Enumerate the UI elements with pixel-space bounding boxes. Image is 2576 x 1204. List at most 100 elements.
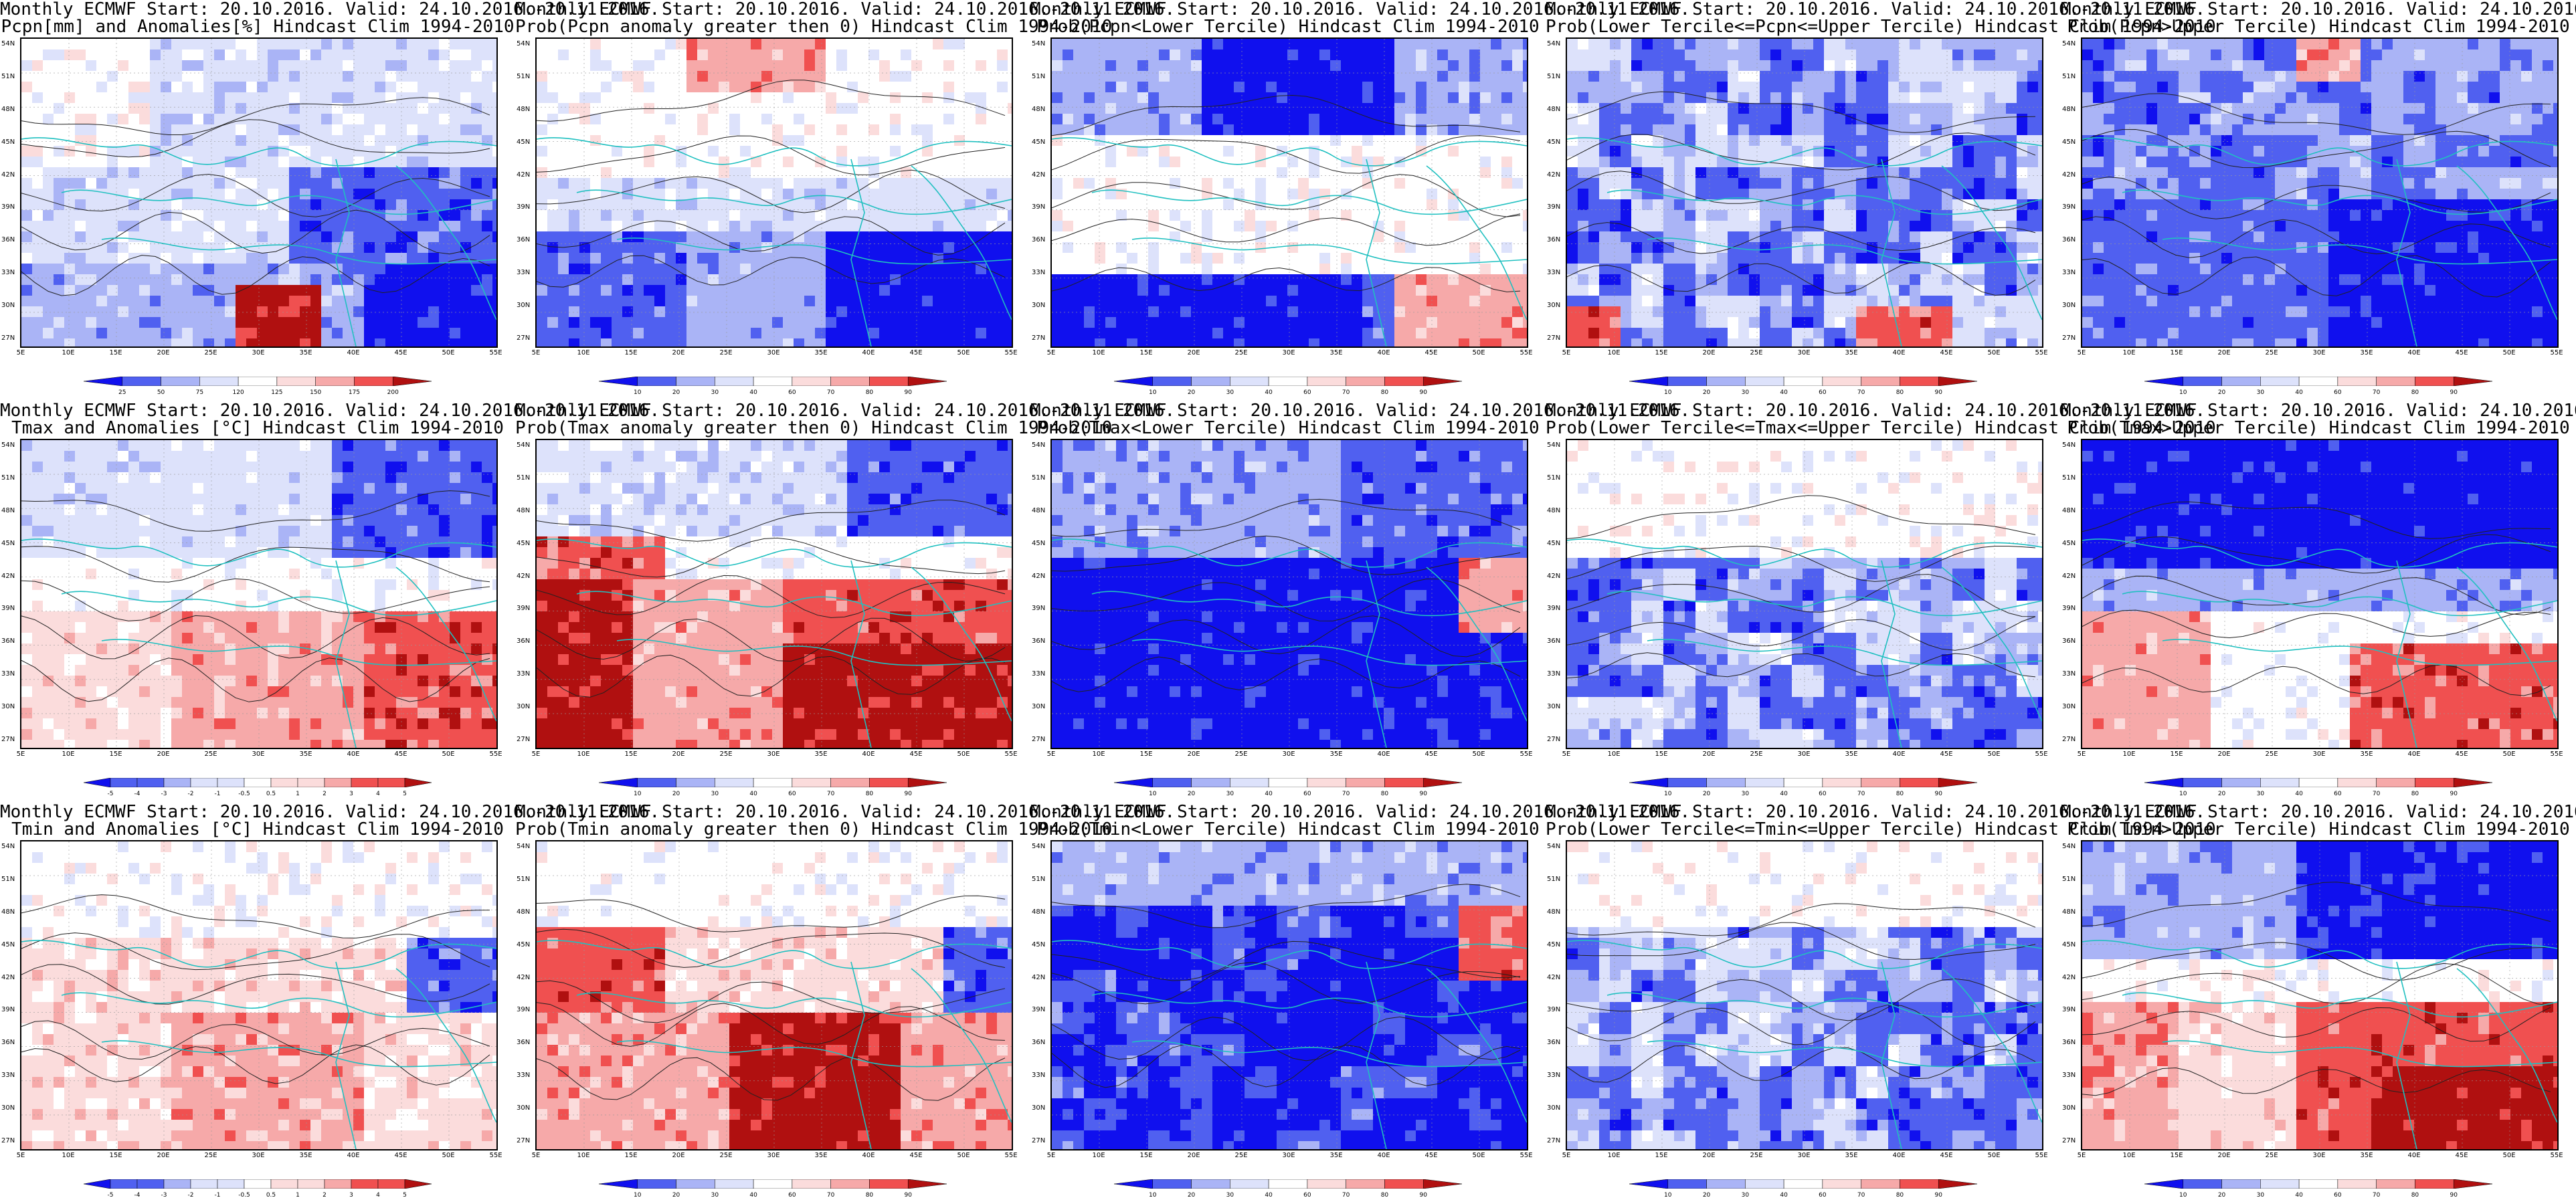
field-cell [225, 135, 236, 146]
field-cell [1653, 124, 1664, 136]
field-cell [150, 199, 161, 211]
field-cell [1277, 306, 1288, 318]
field-cell [601, 328, 612, 339]
field-cell [976, 124, 987, 136]
field-cell [997, 157, 1008, 168]
field-cell [1931, 231, 1942, 243]
field-cell [1180, 157, 1192, 168]
field-cell [300, 253, 311, 264]
field-cell [1653, 92, 1664, 104]
field-cell [1427, 189, 1438, 200]
field-cell [450, 71, 461, 82]
colorbar-bin [1422, 377, 1462, 386]
latitude-label: 33N [517, 269, 530, 276]
field-cell [1008, 49, 1012, 61]
field-cell [1888, 146, 1900, 157]
field-cell [633, 124, 644, 136]
field-cell [1663, 135, 1675, 146]
field-cell [1588, 82, 1600, 93]
field-cell [1685, 82, 1696, 93]
field-cell [1910, 210, 1921, 221]
field-cell [1910, 49, 1921, 61]
field-cell [794, 306, 805, 318]
field-cell [1728, 92, 1739, 104]
field-cell [385, 92, 397, 104]
field-cell [1287, 82, 1299, 93]
field-cell [300, 317, 311, 328]
field-cell [1084, 71, 1095, 82]
field-cell [21, 338, 33, 346]
field-cell [1105, 253, 1117, 264]
field-cell [665, 210, 676, 221]
field-cell [1931, 199, 1942, 211]
field-cell [289, 135, 300, 146]
field-cell [1416, 285, 1427, 296]
field-cell [1448, 103, 1459, 114]
field-cell [1052, 114, 1063, 125]
field-cell [1084, 296, 1095, 307]
field-cell [64, 231, 76, 243]
field-cell [310, 146, 322, 157]
field-cell [1330, 210, 1342, 221]
field-cell [601, 242, 612, 254]
field-cell [633, 49, 644, 61]
colorbar-label: 25 [118, 389, 126, 396]
field-cell [1416, 178, 1427, 189]
field-cell [203, 167, 215, 179]
field-cell [2017, 167, 2028, 179]
field-cell [460, 157, 472, 168]
field-cell [1373, 124, 1384, 136]
field-cell [118, 328, 129, 339]
field-cell [1105, 92, 1117, 104]
field-cell [1255, 189, 1267, 200]
field-cell [1095, 103, 1106, 114]
field-cell [1137, 199, 1149, 211]
field-cell [1105, 39, 1117, 50]
field-cell [804, 60, 816, 72]
field-cell [1695, 103, 1707, 114]
field-cell [1405, 296, 1416, 307]
field-cell [1095, 157, 1106, 168]
field-cell [107, 157, 118, 168]
field-cell [1578, 71, 1589, 82]
field-cell [804, 189, 816, 200]
field-cell [1835, 92, 1846, 104]
field-cell [890, 285, 901, 296]
field-cell [1384, 210, 1395, 221]
field-cell [1073, 114, 1085, 125]
field-cell [901, 103, 912, 114]
field-cell [1105, 189, 1117, 200]
field-cell [450, 39, 461, 50]
field-cell [579, 49, 591, 61]
field-cell [868, 167, 880, 179]
field-cell [396, 135, 407, 146]
field-cell [590, 221, 602, 232]
field-cell [1202, 157, 1213, 168]
field-cell [492, 178, 496, 189]
field-cell [1362, 338, 1374, 346]
field-cell [2027, 92, 2039, 104]
field-cell [965, 264, 976, 275]
field-cell [1255, 296, 1267, 307]
field-cell [1448, 296, 1459, 307]
field-cell [471, 82, 482, 93]
field-cell [986, 178, 998, 189]
field-cell [537, 167, 548, 179]
field-cell [761, 178, 773, 189]
colorbar-label: 10 [634, 389, 641, 396]
field-cell [1674, 242, 1685, 254]
field-cell [1084, 189, 1095, 200]
field-cell [1212, 328, 1224, 339]
field-cell [1501, 157, 1513, 168]
field-cell [826, 124, 837, 136]
field-cell [1266, 39, 1277, 50]
field-cell [278, 82, 290, 93]
field-cell [933, 231, 944, 243]
field-cell [644, 199, 655, 211]
field-cell [794, 199, 805, 211]
field-cell [558, 189, 569, 200]
field-cell [740, 221, 751, 232]
field-cell [1148, 71, 1160, 82]
field-cell [708, 285, 719, 296]
field-cell [761, 296, 773, 307]
